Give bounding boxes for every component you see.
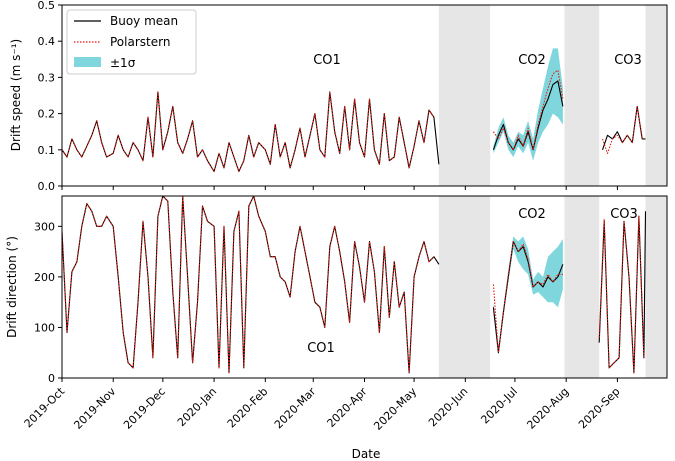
bot-ytick-label-3: 300 (34, 220, 55, 233)
top-ytick-label-1: 0.1 (38, 144, 56, 157)
bot-ytick-label-0: 0 (48, 372, 55, 385)
bot-polarstern-line-1 (492, 240, 563, 354)
legend-label-buoy-mean: Buoy mean (110, 14, 178, 28)
legend-swatch-sigma (74, 57, 101, 67)
bot-polarstern-line-2 (598, 215, 645, 374)
annotation-co1-bottom: CO1 (307, 341, 335, 356)
xtick-label-0: 2019-Oct (22, 384, 68, 430)
annotation-co3-bottom: CO3 (610, 207, 638, 222)
bot-gap-shade-0 (438, 196, 491, 378)
top-ytick-label-5: 0.5 (38, 0, 56, 12)
xtick-label-7: 2020-May (371, 385, 419, 433)
bot-ytick-label-2: 200 (34, 271, 55, 284)
annotation-co2-bottom: CO2 (518, 207, 546, 222)
top-buoy-mean-line-0 (62, 91, 440, 173)
xtick-label-8: 2020-Jun (426, 385, 470, 429)
xtick-label-3: 2020-Jan (175, 385, 219, 429)
top-gap-shade-1 (564, 5, 600, 186)
top-polarstern-line-2 (601, 105, 643, 154)
top-polarstern-line-0 (62, 91, 435, 173)
annotation-co3-top: CO3 (614, 53, 642, 68)
top-buoy-mean-line-2 (601, 105, 646, 150)
speed-panel: 0.0 0.1 0.2 0.3 0.4 0.5 Drift speed (m s⁻¹) C… (9, 0, 668, 193)
x-axis-title: Date (352, 447, 381, 461)
xtick-label-11: 2020-Sep (576, 385, 622, 431)
bot-sigma-band (493, 236, 563, 356)
legend-label-sigma: ±1σ (110, 56, 136, 70)
top-ytick-label-3: 0.3 (38, 71, 56, 84)
bot-ytick-label-1: 100 (34, 321, 55, 334)
top-buoy-mean-line-1 (492, 80, 564, 151)
top-gap-shade-2 (645, 5, 667, 186)
top-ytick-label-4: 0.4 (38, 35, 56, 48)
top-sigma-band (493, 48, 563, 161)
speed-axis-title: Drift speed (m s⁻¹) (9, 39, 23, 151)
bot-gap-shade-1 (564, 196, 600, 378)
xtick-label-5: 2020-Mar (272, 385, 319, 432)
annotation-co1-top: CO1 (313, 53, 341, 68)
bot-gap-shade-2 (645, 196, 667, 378)
xtick-label-1: 2019-Nov (71, 385, 118, 432)
bot-polarstern-line-0 (62, 196, 435, 374)
legend: Buoy mean Polarstern ±1σ (66, 9, 197, 75)
xtick-label-10: 2020-Aug (524, 385, 571, 432)
direction-panel: 0 100 200 300 Drift direction (°) CO1 CO2 C… (5, 195, 668, 385)
direction-axis-title: Drift direction (°) (5, 236, 19, 338)
xtick-label-4: 2020-Feb (225, 385, 271, 431)
top-gap-shade-0 (438, 5, 491, 186)
legend-label-polarstern: Polarstern (110, 35, 170, 49)
top-ytick-label-2: 0.2 (38, 108, 56, 121)
xtick-label-6: 2020-Apr (325, 385, 370, 430)
xtick-label-2: 2019-Dec (121, 385, 168, 432)
top-polarstern-line-1 (492, 69, 564, 151)
xtick-label-9: 2020-Jul (478, 385, 520, 427)
annotation-co2-top: CO2 (518, 53, 546, 68)
top-ytick-label-0: 0.0 (38, 180, 56, 193)
